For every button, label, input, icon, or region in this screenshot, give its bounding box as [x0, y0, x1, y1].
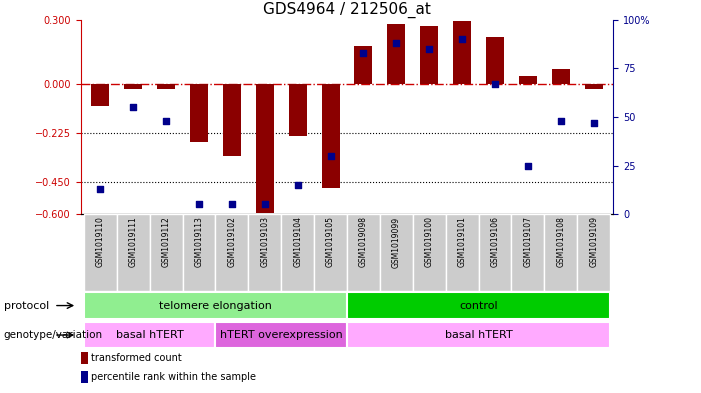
Bar — [124, 84, 142, 89]
Point — [325, 152, 336, 159]
Bar — [215, 214, 248, 291]
Text: GSM1019100: GSM1019100 — [425, 217, 434, 268]
Bar — [453, 21, 471, 84]
Bar — [84, 322, 215, 348]
Bar — [84, 214, 117, 291]
Bar — [314, 214, 347, 291]
Point — [555, 118, 566, 124]
Point — [259, 201, 271, 208]
Bar — [281, 214, 314, 291]
Text: GSM1019108: GSM1019108 — [557, 217, 565, 267]
Bar — [479, 214, 512, 291]
Bar — [91, 84, 109, 106]
Bar — [380, 214, 413, 291]
Point — [161, 118, 172, 124]
Point — [390, 40, 402, 46]
Text: GSM1019101: GSM1019101 — [458, 217, 467, 267]
Text: GSM1019107: GSM1019107 — [524, 217, 532, 268]
Text: GSM1019105: GSM1019105 — [326, 217, 335, 268]
Text: GSM1019104: GSM1019104 — [293, 217, 302, 268]
Bar — [157, 84, 175, 89]
Point — [456, 36, 468, 42]
Point — [522, 162, 533, 169]
Bar — [347, 292, 610, 319]
Bar — [446, 214, 479, 291]
Bar — [322, 84, 339, 188]
Point — [489, 81, 501, 87]
Bar — [150, 214, 182, 291]
Text: protocol: protocol — [4, 301, 49, 310]
Bar — [413, 214, 446, 291]
Text: GSM1019103: GSM1019103 — [260, 217, 269, 268]
Bar — [387, 24, 405, 84]
Text: transformed count: transformed count — [91, 353, 182, 363]
Text: GSM1019106: GSM1019106 — [491, 217, 500, 268]
Text: GSM1019113: GSM1019113 — [194, 217, 203, 267]
Text: GSM1019110: GSM1019110 — [96, 217, 105, 267]
Bar — [248, 214, 281, 291]
Text: basal hTERT: basal hTERT — [444, 330, 512, 340]
Text: GSM1019109: GSM1019109 — [589, 217, 598, 268]
Point — [358, 50, 369, 56]
Bar — [215, 322, 347, 348]
Bar — [544, 214, 577, 291]
Bar — [420, 26, 438, 84]
Bar — [256, 84, 274, 213]
Bar — [355, 46, 372, 84]
Title: GDS4964 / 212506_at: GDS4964 / 212506_at — [263, 2, 431, 18]
Text: GSM1019112: GSM1019112 — [162, 217, 170, 267]
Bar — [289, 84, 307, 136]
Bar — [552, 69, 570, 84]
Bar — [486, 37, 504, 84]
Point — [193, 201, 205, 208]
Bar — [81, 371, 88, 383]
Bar — [81, 352, 88, 364]
Bar — [117, 214, 150, 291]
Point — [226, 201, 238, 208]
Bar — [223, 84, 241, 156]
Bar — [577, 214, 610, 291]
Bar — [190, 84, 208, 142]
Point — [423, 46, 435, 52]
Bar — [347, 322, 610, 348]
Text: percentile rank within the sample: percentile rank within the sample — [91, 372, 256, 382]
Text: hTERT overexpression: hTERT overexpression — [220, 330, 343, 340]
Point — [292, 182, 304, 188]
Text: GSM1019102: GSM1019102 — [227, 217, 236, 267]
Text: control: control — [459, 301, 498, 310]
Point — [128, 104, 139, 110]
Text: GSM1019098: GSM1019098 — [359, 217, 368, 268]
Bar — [84, 292, 347, 319]
Bar — [519, 76, 537, 84]
Text: genotype/variation: genotype/variation — [4, 330, 102, 340]
Text: telomere elongation: telomere elongation — [159, 301, 272, 310]
Point — [95, 186, 106, 192]
Bar — [347, 214, 380, 291]
Text: GSM1019111: GSM1019111 — [129, 217, 137, 267]
Text: GSM1019099: GSM1019099 — [392, 217, 401, 268]
Bar — [182, 214, 215, 291]
Point — [588, 119, 599, 126]
Bar — [585, 84, 603, 89]
Bar — [512, 214, 544, 291]
Text: basal hTERT: basal hTERT — [116, 330, 184, 340]
